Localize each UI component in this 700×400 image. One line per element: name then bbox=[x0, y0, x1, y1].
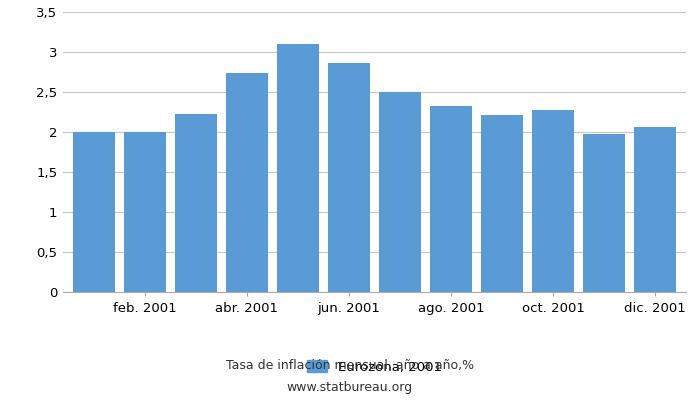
Bar bbox=[226, 73, 268, 292]
Bar bbox=[379, 92, 421, 292]
Bar bbox=[277, 44, 318, 292]
Bar bbox=[175, 114, 217, 292]
Bar bbox=[430, 106, 472, 292]
Bar bbox=[124, 132, 166, 292]
Bar bbox=[73, 132, 115, 292]
Text: Tasa de inflación mensual, año a año,%: Tasa de inflación mensual, año a año,% bbox=[226, 360, 474, 372]
Bar bbox=[583, 134, 625, 292]
Bar bbox=[328, 63, 370, 292]
Bar bbox=[532, 110, 574, 292]
Bar bbox=[481, 115, 523, 292]
Legend: Eurozona, 2001: Eurozona, 2001 bbox=[307, 360, 442, 374]
Bar bbox=[634, 127, 676, 292]
Text: www.statbureau.org: www.statbureau.org bbox=[287, 382, 413, 394]
